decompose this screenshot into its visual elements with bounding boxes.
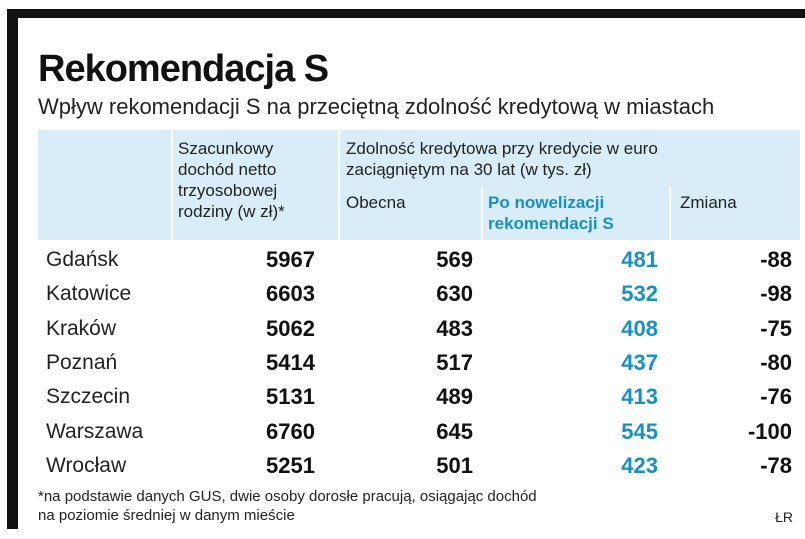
header-income-line: trzyosobowej	[178, 181, 278, 200]
income-value: 6760	[266, 418, 315, 444]
after-value: 413	[621, 384, 658, 410]
city-name: Szczecin	[46, 385, 131, 409]
column-divider	[171, 130, 173, 482]
city-name: Poznań	[46, 350, 118, 374]
after-value: 437	[621, 349, 658, 375]
current-value: 517	[436, 349, 473, 375]
current-value: 501	[436, 452, 473, 478]
change-value: -76	[760, 384, 792, 410]
change-value: -98	[760, 281, 792, 307]
footnote: *na podstawie danych GUS, dwie osoby dor…	[38, 487, 738, 525]
table-header: Szacunkowy dochód netto trzyosobowej rod…	[38, 130, 800, 240]
table-row: Szczecin 5131 489 413 -76	[38, 380, 800, 414]
header-after-line: Po nowelizacji	[488, 193, 605, 212]
change-value: -88	[760, 247, 792, 272]
income-value: 5967	[266, 247, 315, 272]
current-value: 645	[436, 418, 473, 444]
footnote-line: na poziomie średniej w danym mieście	[38, 507, 295, 524]
income-value: 5251	[266, 452, 315, 478]
current-value: 489	[436, 384, 473, 410]
header-capacity-line: Zdolność kredytowa przy kredycie w euro	[346, 139, 658, 158]
frame-top-bar	[7, 9, 805, 18]
change-value: -78	[760, 452, 792, 478]
city-name: Wrocław	[46, 453, 127, 477]
table-row: Warszawa 6760 645 545 -100	[38, 415, 800, 449]
income-value: 5062	[266, 315, 315, 341]
header-after-line: rekomendacji S	[488, 214, 614, 233]
after-value: 423	[621, 452, 658, 478]
table-row: Kraków 5062 483 408 -75	[38, 312, 800, 346]
header-current: Obecna	[346, 193, 406, 212]
column-divider	[338, 130, 340, 482]
current-value: 483	[436, 315, 473, 341]
table-row: Wrocław 5251 501 423 -78	[38, 449, 800, 483]
change-value: -75	[760, 315, 792, 341]
city-name: Gdańsk	[46, 248, 119, 271]
header-capacity: Zdolność kredytowa przy kredycie w euro …	[346, 138, 658, 180]
income-value: 5131	[266, 384, 315, 410]
column-divider	[481, 186, 483, 482]
header-income-line: Szacunkowy	[178, 139, 274, 158]
header-income-line: dochód netto	[178, 160, 277, 179]
current-value: 569	[436, 247, 473, 272]
after-value: 545	[621, 418, 658, 444]
frame-left-bar	[7, 9, 18, 529]
after-value: 408	[621, 315, 658, 341]
city-name: Kraków	[46, 316, 117, 340]
table-row: Poznań 5414 517 437 -80	[38, 346, 800, 380]
income-value: 6603	[266, 281, 315, 307]
after-value: 481	[621, 247, 658, 272]
source-credit: ŁR	[775, 509, 793, 525]
table-row: Katowice 6603 630 532 -98	[38, 277, 800, 311]
column-divider	[669, 186, 671, 482]
header-change: Zmiana	[680, 193, 737, 212]
table-row: Gdańsk 5967 569 481 -88	[38, 243, 800, 277]
change-value: -80	[760, 349, 792, 375]
header-income-line: rodziny (w zł)*	[178, 202, 285, 221]
header-income: Szacunkowy dochód netto trzyosobowej rod…	[178, 138, 285, 222]
income-value: 5414	[266, 349, 315, 375]
city-name: Katowice	[46, 282, 132, 306]
page-title: Rekomendacja S	[38, 48, 329, 90]
header-capacity-line: zaciągniętym na 30 lat (w tys. zł)	[346, 160, 592, 179]
page-subtitle: Wpływ rekomendacji S na przeciętną zdoln…	[38, 94, 715, 119]
change-value: -100	[747, 418, 792, 444]
after-value: 532	[621, 281, 658, 307]
footnote-line: *na podstawie danych GUS, dwie osoby dor…	[38, 488, 537, 505]
city-name: Warszawa	[46, 419, 144, 443]
current-value: 630	[436, 281, 473, 307]
header-after: Po nowelizacji rekomendacji S	[488, 192, 614, 234]
